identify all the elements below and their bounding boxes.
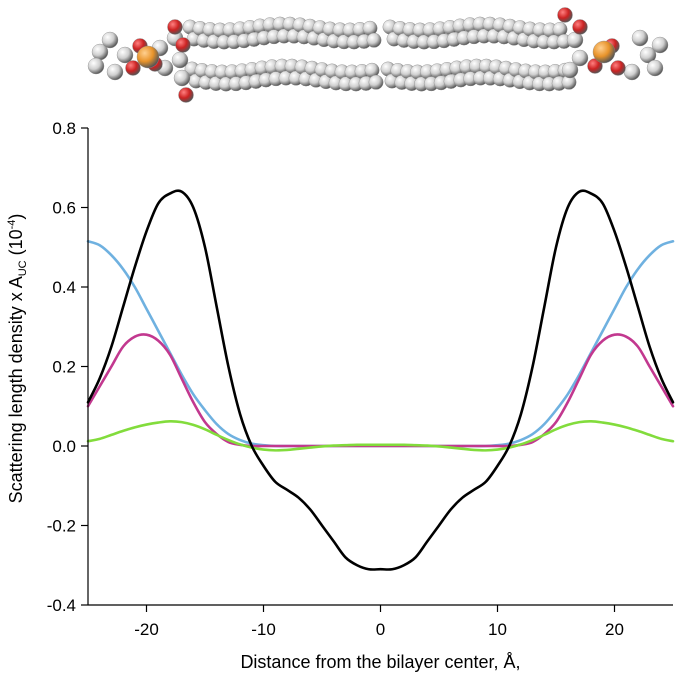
y-axis-label: Scattering length density x AUC (10-4): [6, 214, 29, 504]
headgroup-atom: [116, 46, 134, 64]
y-tick-label: -0.2: [47, 517, 76, 536]
headgroup-atom: [639, 46, 657, 64]
x-tick-label: 20: [605, 620, 624, 639]
chain-atom: [366, 32, 382, 48]
phosphorus-atom: [592, 40, 616, 64]
headgroup-atom: [623, 63, 641, 81]
oxygen-atom: [167, 19, 183, 35]
headgroup-atom: [101, 31, 119, 49]
y-tick-label: 0.6: [52, 199, 76, 218]
headgroup-atom: [171, 51, 189, 69]
headgroup-atom: [561, 61, 579, 79]
y-axis-label-main: Scattering length density x A: [6, 276, 26, 503]
oxygen-atom: [572, 19, 588, 35]
headgroup-atom: [631, 29, 649, 47]
x-tick-label: -10: [251, 620, 276, 639]
x-tick-label: 10: [488, 620, 507, 639]
headgroup-atom: [651, 36, 669, 54]
axes: [81, 127, 673, 612]
series-line-4: [86, 420, 675, 452]
headgroup-atom: [646, 59, 664, 77]
oxygen-atom: [557, 7, 573, 23]
series-line-3: [86, 239, 675, 448]
series-layer: [86, 189, 675, 571]
headgroup-atom: [173, 69, 191, 87]
series-line-2: [86, 333, 675, 448]
oxygen-atom: [125, 60, 141, 76]
oxygen-atom: [178, 87, 194, 103]
headgroup-atom: [106, 63, 124, 81]
oxygen-atom: [175, 37, 191, 53]
y-tick-label: 0.2: [52, 358, 76, 377]
x-tick-label: 0: [376, 620, 385, 639]
y-axis-label-unit-exponent: -4: [6, 220, 18, 230]
y-axis-label-unit-close: ): [6, 214, 26, 220]
headgroup-atom: [571, 49, 589, 67]
chart-area: -0.4 -0.2 0.0 0.2 0.4 0.6 0.8 -20 -10 0 10 20 Dista…: [6, 119, 675, 672]
series-line-1: [86, 189, 675, 571]
chain-atom: [368, 74, 384, 90]
x-tick-label: -20: [134, 620, 159, 639]
tick-labels: -0.4 -0.2 0.0 0.2 0.4 0.6 0.8 -20 -10 0 10 20: [47, 119, 624, 639]
bilayer-molecule-illustration: [87, 7, 669, 103]
y-tick-label: 0.4: [52, 278, 76, 297]
phosphorus-atom: [136, 45, 160, 69]
x-axis-label: Distance from the bilayer center, Å,: [240, 652, 520, 672]
y-axis-label-subscript: UC: [17, 260, 29, 276]
oxygen-atom: [610, 60, 626, 76]
headgroup-atom: [87, 57, 105, 75]
y-tick-label: 0.0: [52, 437, 76, 456]
y-tick-label: 0.8: [52, 119, 76, 138]
y-tick-label: -0.4: [47, 596, 76, 615]
y-axis-label-unit-open: (10: [6, 229, 26, 260]
